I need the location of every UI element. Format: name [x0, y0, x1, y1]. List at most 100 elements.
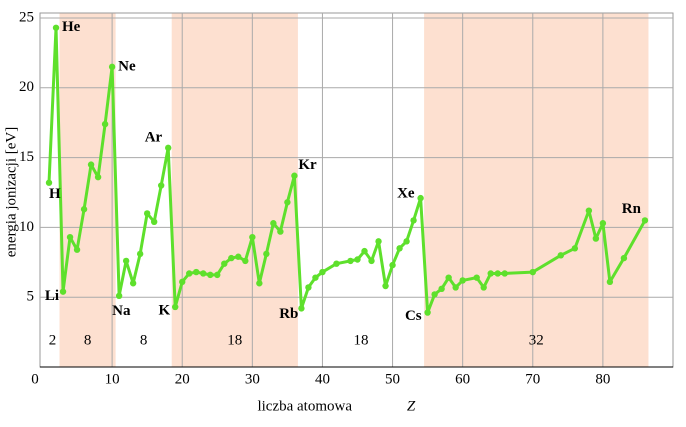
point [108, 63, 116, 71]
element-label: Rn [622, 201, 642, 217]
x-tick-label: 80 [595, 371, 610, 387]
element-label: He [62, 19, 81, 35]
point [361, 247, 368, 255]
point [94, 173, 102, 181]
point [179, 278, 186, 286]
point [150, 218, 158, 226]
point [389, 261, 396, 269]
point [200, 270, 207, 277]
period-band [171, 13, 298, 367]
x-tick-label: 40 [315, 371, 330, 387]
point [620, 254, 628, 262]
point [333, 260, 340, 267]
element-label: Na [112, 303, 131, 319]
point [592, 235, 600, 242]
point [122, 257, 130, 265]
point [438, 285, 445, 293]
point [585, 207, 593, 214]
point [354, 256, 361, 263]
x-tick-label: 30 [245, 371, 260, 387]
point [73, 246, 81, 253]
point [256, 280, 263, 287]
point [606, 278, 614, 286]
point [298, 305, 305, 312]
element-label: Li [45, 288, 59, 304]
point [270, 220, 277, 227]
point [599, 220, 607, 227]
point [480, 284, 487, 291]
point [641, 217, 649, 224]
point [557, 252, 565, 259]
point [165, 144, 172, 152]
point [312, 274, 319, 281]
point [249, 233, 256, 241]
y-tick-label: 10 [19, 219, 34, 235]
element-label: Xe [397, 186, 415, 202]
x-axis-symbol: Z [407, 398, 416, 414]
point [284, 199, 291, 206]
point [396, 245, 403, 252]
y-axis-label: energia jonizacji [eV] [3, 127, 19, 258]
x-tick-label: 10 [105, 371, 120, 387]
period-band [424, 13, 649, 367]
period-size: 8 [84, 332, 92, 348]
point [214, 271, 221, 279]
point [459, 277, 466, 284]
point [445, 274, 452, 281]
element-label: Rb [279, 306, 298, 322]
point [136, 250, 144, 258]
point [115, 292, 123, 300]
point [452, 284, 459, 291]
point [59, 288, 67, 295]
y-tick-label: 5 [27, 289, 35, 305]
y-tick-label: 15 [19, 149, 34, 165]
point [80, 206, 88, 213]
point [347, 257, 354, 265]
x-axis-label: liczba atomowa [257, 398, 352, 414]
x-tick-label: 20 [175, 371, 190, 387]
point [157, 182, 165, 189]
element-label: Ar [145, 129, 163, 145]
period-size: 32 [529, 332, 544, 348]
period-size: 18 [354, 332, 369, 348]
period-size: 18 [227, 332, 242, 348]
point [101, 120, 109, 128]
bands [59, 13, 649, 367]
point [403, 238, 410, 245]
marks [45, 24, 649, 316]
point [529, 268, 536, 276]
y-tick-label: 25 [19, 9, 34, 25]
point [473, 274, 480, 281]
point [228, 254, 235, 262]
point [129, 280, 137, 287]
point [52, 24, 60, 31]
point [242, 257, 249, 265]
point [235, 253, 242, 260]
point [417, 194, 424, 202]
element-label: Kr [298, 157, 317, 173]
element-label: Cs [405, 308, 422, 324]
point [193, 268, 200, 276]
point [431, 291, 438, 298]
point [277, 228, 284, 235]
x-tick-label: 50 [385, 371, 400, 387]
point [501, 270, 508, 277]
x-tick-label: 70 [525, 371, 540, 387]
period-size: 8 [140, 332, 148, 348]
point [410, 217, 417, 224]
point [221, 260, 228, 267]
point [143, 210, 151, 217]
point [263, 250, 270, 258]
element-label: K [159, 302, 171, 318]
point [207, 271, 214, 279]
point [172, 303, 179, 311]
point [186, 270, 193, 277]
point [66, 233, 74, 241]
point [291, 172, 298, 179]
point [571, 245, 579, 252]
point [424, 309, 431, 316]
element-label: H [49, 186, 61, 202]
point [382, 282, 389, 290]
